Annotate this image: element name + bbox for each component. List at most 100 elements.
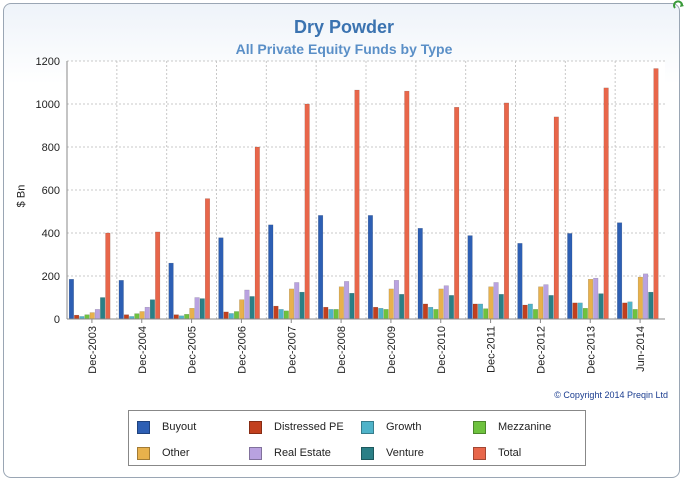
bar[interactable] — [577, 302, 583, 320]
bar[interactable] — [653, 68, 659, 320]
bar[interactable] — [572, 302, 578, 320]
bar[interactable] — [488, 286, 494, 320]
legend-item[interactable]: Total — [473, 445, 521, 461]
bar[interactable] — [123, 314, 129, 320]
bar[interactable] — [477, 303, 483, 320]
bar[interactable] — [100, 297, 106, 320]
bar[interactable] — [354, 89, 360, 320]
bar[interactable] — [622, 302, 628, 320]
bar[interactable] — [404, 90, 410, 320]
bar[interactable] — [338, 286, 344, 320]
bar[interactable] — [428, 306, 434, 320]
bar[interactable] — [448, 295, 454, 320]
bar[interactable] — [68, 279, 74, 320]
legend-item[interactable]: Other — [137, 445, 190, 461]
bar[interactable] — [593, 277, 599, 320]
bar[interactable] — [294, 282, 300, 320]
bar[interactable] — [443, 285, 449, 320]
bar[interactable] — [204, 198, 210, 320]
bar[interactable] — [184, 314, 190, 320]
bar[interactable] — [393, 280, 399, 320]
bar[interactable] — [498, 294, 504, 320]
bar[interactable] — [588, 279, 594, 320]
legend-item[interactable]: Mezzanine — [473, 419, 551, 435]
bar[interactable] — [503, 102, 509, 320]
refresh-icon[interactable] — [672, 0, 686, 10]
bar[interactable] — [533, 309, 539, 320]
bar[interactable] — [239, 299, 245, 320]
bar[interactable] — [234, 311, 240, 320]
bar[interactable] — [517, 243, 523, 320]
bar[interactable] — [173, 314, 179, 320]
bar[interactable] — [105, 232, 111, 320]
legend-item[interactable]: Growth — [361, 419, 421, 435]
bar[interactable] — [637, 276, 643, 320]
bar[interactable] — [155, 231, 161, 320]
bar[interactable] — [74, 314, 80, 320]
bar[interactable] — [323, 306, 329, 320]
bar[interactable] — [553, 116, 559, 320]
bar[interactable] — [194, 297, 200, 320]
bar[interactable] — [139, 311, 145, 320]
bar[interactable] — [149, 299, 155, 320]
bar[interactable] — [538, 286, 544, 320]
bar[interactable] — [254, 146, 260, 320]
bar[interactable] — [472, 303, 478, 320]
bar[interactable] — [189, 308, 195, 320]
bar[interactable] — [344, 281, 350, 320]
bar[interactable] — [268, 224, 274, 320]
bar[interactable] — [304, 103, 310, 320]
bar[interactable] — [493, 282, 499, 320]
bar[interactable] — [144, 306, 150, 320]
bar[interactable] — [367, 215, 373, 320]
bar[interactable] — [438, 288, 444, 320]
bar[interactable] — [94, 309, 100, 320]
legend-item[interactable]: Buyout — [137, 419, 196, 435]
bar[interactable] — [648, 291, 654, 320]
bar[interactable] — [199, 298, 205, 320]
bar[interactable] — [373, 306, 379, 320]
bar[interactable] — [632, 309, 638, 320]
bar[interactable] — [249, 296, 255, 320]
bar[interactable] — [388, 288, 394, 320]
bar[interactable] — [223, 311, 229, 320]
bar[interactable] — [548, 295, 554, 320]
bar[interactable] — [383, 309, 389, 320]
bar[interactable] — [417, 228, 423, 320]
bar[interactable] — [467, 235, 473, 320]
bar[interactable] — [422, 303, 428, 320]
bar[interactable] — [244, 289, 250, 320]
bar[interactable] — [567, 233, 573, 320]
bar[interactable] — [433, 309, 439, 320]
bar[interactable] — [118, 280, 124, 320]
bar[interactable] — [349, 293, 355, 320]
bar[interactable] — [598, 293, 604, 320]
bar[interactable] — [283, 310, 289, 320]
bar[interactable] — [318, 215, 324, 320]
bar[interactable] — [582, 308, 588, 320]
legend-item[interactable]: Real Estate — [249, 445, 331, 461]
bar[interactable] — [454, 107, 460, 320]
bar[interactable] — [603, 87, 609, 320]
bar[interactable] — [299, 291, 305, 320]
bar[interactable] — [328, 309, 334, 320]
bar[interactable] — [228, 313, 234, 320]
bar[interactable] — [273, 305, 279, 320]
bar[interactable] — [168, 262, 174, 320]
bar[interactable] — [289, 288, 295, 320]
legend-item[interactable]: Distressed PE — [249, 419, 344, 435]
bar[interactable] — [527, 303, 533, 320]
bar[interactable] — [378, 308, 384, 320]
bar[interactable] — [643, 273, 649, 320]
bar[interactable] — [399, 294, 405, 320]
bar[interactable] — [522, 304, 528, 320]
bar[interactable] — [333, 309, 339, 320]
bar[interactable] — [278, 309, 284, 320]
bar[interactable] — [627, 301, 633, 320]
bar[interactable] — [543, 284, 549, 320]
legend-item[interactable]: Venture — [361, 445, 424, 461]
bar[interactable] — [483, 308, 489, 320]
bar[interactable] — [134, 313, 140, 320]
bar[interactable] — [218, 237, 224, 320]
bar[interactable] — [617, 222, 623, 320]
